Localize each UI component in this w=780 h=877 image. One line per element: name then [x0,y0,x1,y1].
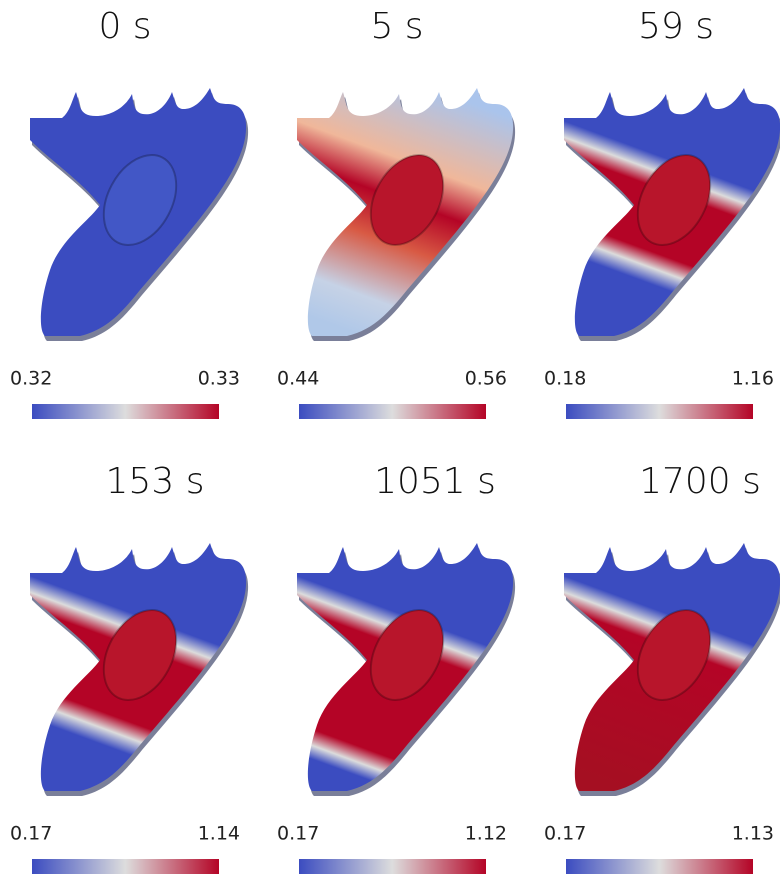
inclusion [369,609,445,701]
inclusion [102,609,178,701]
colorbar-max: 0.33 [198,368,240,390]
inclusion [102,154,178,246]
panel: 153 s 0.17 1.14 [10,461,249,874]
panel: 59 s 0.18 1.16 [544,6,780,419]
colorbar [566,859,753,874]
colorbar-max: 1.13 [732,823,774,845]
colorbar [566,404,753,419]
colorbar-max: 0.56 [465,368,507,390]
colorbar-min: 0.17 [277,823,319,845]
panel-title: 153 s [106,461,205,502]
colorbar-min: 0.17 [10,823,52,845]
panel: 0 s 0.32 0.33 [10,6,249,419]
inclusion [636,154,712,246]
colorbar-min: 0.17 [544,823,586,845]
colorbar-max: 1.14 [198,823,240,845]
colorbar-max: 1.16 [732,368,774,390]
panel: 1051 s 0.17 1.12 [277,461,516,874]
panel-title: 5 s [370,6,423,47]
panel: 5 s 0.44 0.56 [277,6,516,419]
panel-title: 1051 s [374,461,496,502]
colorbar [32,859,219,874]
colorbar-min: 0.44 [277,368,319,390]
colorbar-min: 0.32 [10,368,52,390]
colorbar-min: 0.18 [544,368,586,390]
colorbar [32,404,219,419]
panel-title: 59 s [638,6,714,47]
inclusion [636,609,712,701]
panel-title: 0 s [98,6,151,47]
colorbar [299,859,486,874]
inclusion [369,154,445,246]
colorbar [299,404,486,419]
panel: 1700 s 0.17 1.13 [544,461,780,874]
panel-title: 1700 s [639,461,761,502]
colorbar-max: 1.12 [465,823,507,845]
